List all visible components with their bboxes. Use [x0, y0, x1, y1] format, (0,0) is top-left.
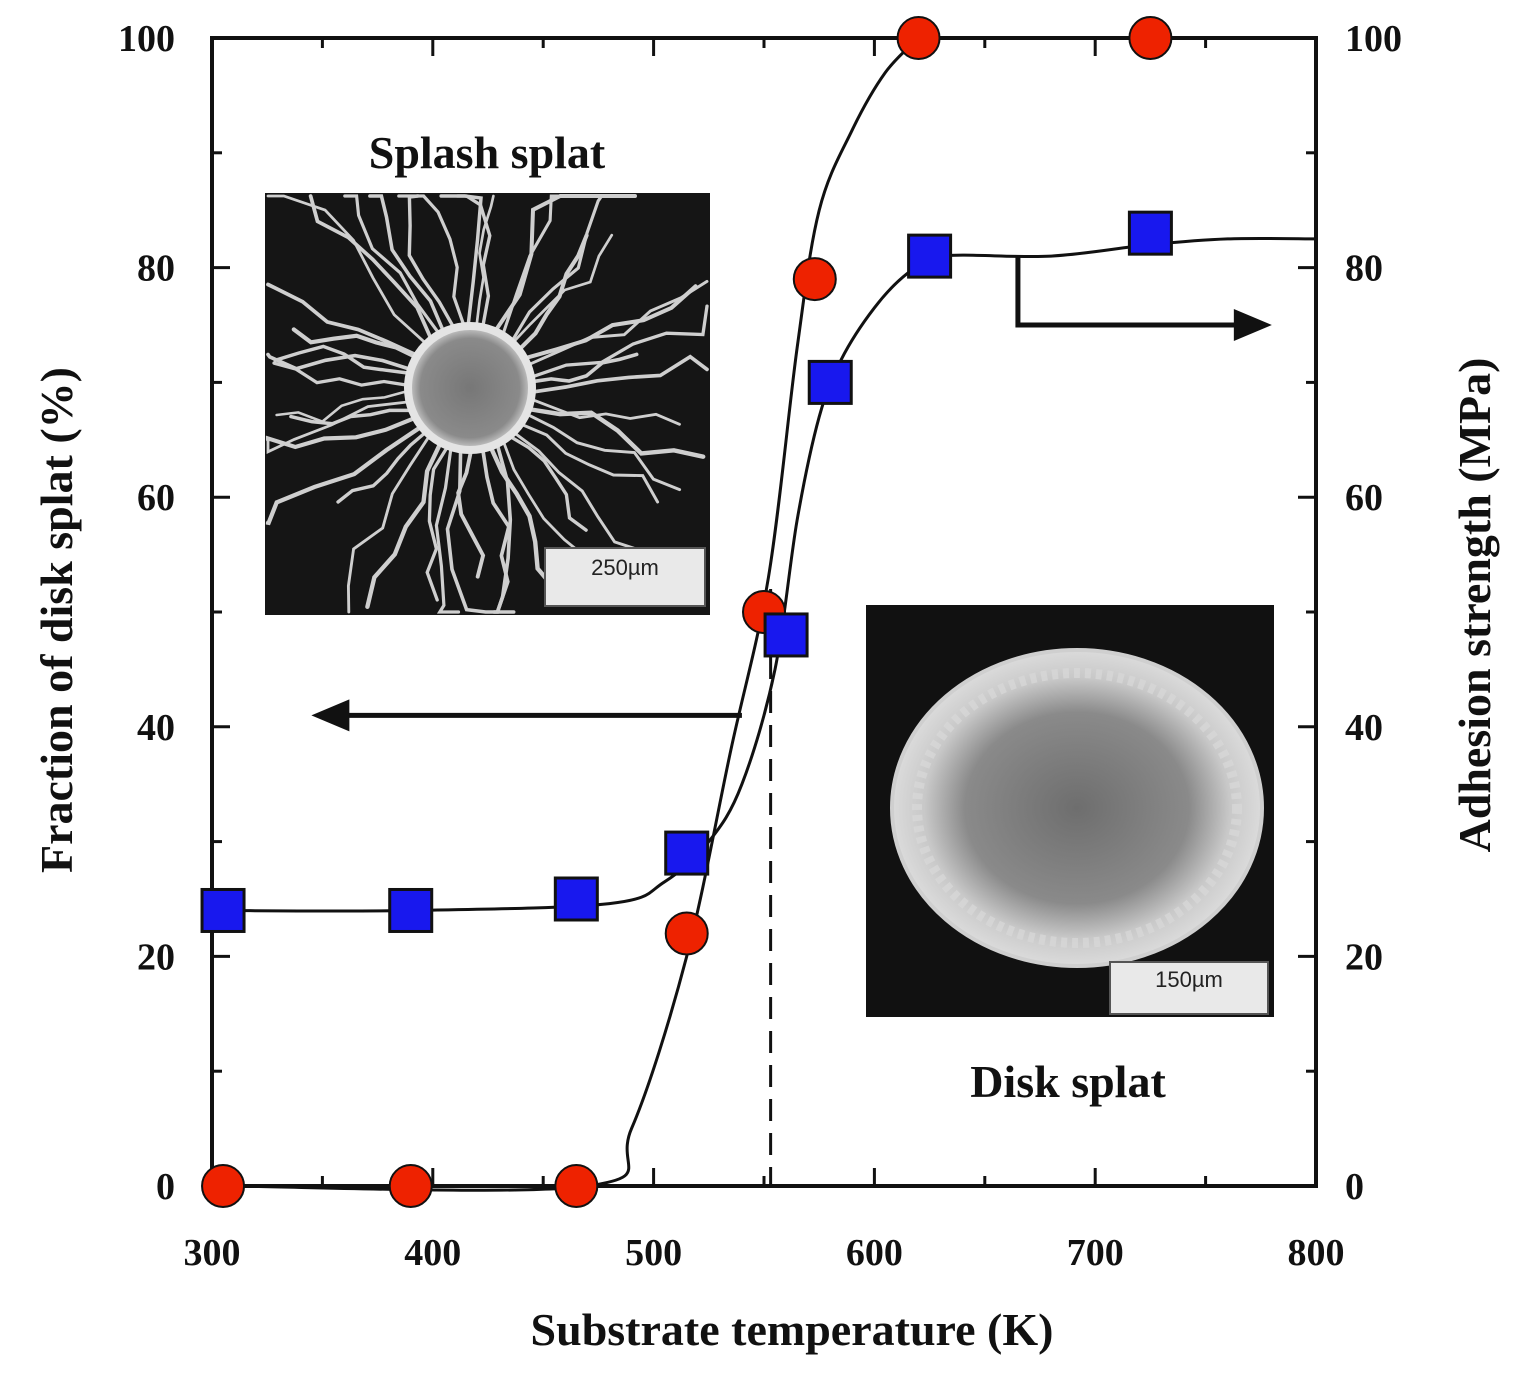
splash-ray [512, 233, 614, 343]
disk-scale-text: 150µm [1155, 967, 1223, 992]
adhesion-point [807, 359, 853, 405]
disk-scale-box [1109, 961, 1269, 1015]
splash-scale-box [544, 547, 706, 607]
x-tick-label: 300 [184, 1232, 241, 1274]
x-axis-ticks: 300 400 500 600 700 800 [184, 38, 1345, 1274]
splash-ray [445, 449, 516, 614]
splash-ray [346, 435, 431, 614]
splash-ray [265, 425, 422, 526]
splash-ray [509, 435, 588, 532]
splash-ray [501, 194, 583, 335]
splash-ray [397, 194, 466, 326]
splash-ray [368, 194, 445, 332]
splash-ray [531, 352, 639, 384]
right-tick-label: 20 [1345, 936, 1383, 978]
disk-splat-label: Disk splat [970, 1056, 1166, 1107]
splash-ray [425, 446, 449, 602]
splash-rays [265, 193, 709, 614]
x-tick-label: 500 [625, 1232, 682, 1274]
x-axis-title: Substrate temperature (K) [531, 1304, 1054, 1355]
left-axis-arrow [311, 699, 742, 732]
splash-ray [365, 442, 442, 609]
fraction-point [1128, 16, 1173, 60]
adhesion-point [1127, 210, 1173, 256]
splash-ray [518, 233, 589, 351]
splash-ray [475, 194, 495, 326]
splash-ray [526, 413, 682, 492]
splash-ray [513, 431, 648, 554]
splash-ray [531, 304, 709, 379]
splash-ray [524, 284, 698, 360]
right-tick-label: 0 [1345, 1166, 1364, 1208]
splash-ray [275, 390, 408, 424]
left-tick-label: 60 [137, 477, 175, 519]
splash-ray [527, 279, 709, 366]
x-tick-label: 700 [1067, 1232, 1124, 1274]
adhesion-point [553, 876, 599, 922]
splash-scale-text: 250µm [591, 555, 659, 580]
fraction-point [664, 911, 709, 956]
splash-ray [308, 194, 433, 340]
disk-splat-inset: 150µm Disk splat [866, 605, 1274, 1107]
disk-splat-ring [912, 668, 1242, 948]
left-tick-label: 0 [156, 1166, 175, 1208]
splash-ray [266, 352, 411, 371]
adhesion-markers [200, 210, 1173, 933]
splash-ray [511, 194, 604, 342]
right-axis-title: Adhesion strength (MPa) [1449, 358, 1500, 853]
fraction-point [201, 1164, 246, 1208]
right-axis-ticks: 0 20 40 60 80 100 [1298, 18, 1402, 1208]
adhesion-point [664, 830, 710, 876]
adhesion-curve [211, 236, 1317, 913]
splash-ray [265, 416, 416, 450]
fraction-point [554, 1164, 599, 1208]
right-tick-label: 40 [1345, 707, 1383, 749]
right-tick-label: 60 [1345, 477, 1383, 519]
left-axis-ticks: 0 20 40 60 80 100 [118, 18, 230, 1208]
adhesion-point [763, 612, 809, 658]
splash-ray [489, 446, 558, 592]
adhesion-point [200, 887, 246, 933]
splash-ray [455, 194, 492, 328]
left-tick-label: 100 [118, 18, 175, 60]
splash-ray [266, 400, 409, 455]
splash-ray [531, 398, 681, 426]
splash-ray [494, 193, 638, 332]
left-axis-title: Fraction of disk splat (%) [31, 367, 82, 873]
left-arrow-head [311, 699, 350, 732]
fraction-point [792, 257, 837, 302]
fraction-point [896, 16, 941, 60]
splash-splat-label: Splash splat [369, 127, 606, 178]
splash-ray [532, 354, 709, 394]
right-tick-label: 80 [1345, 248, 1383, 290]
splash-ray [520, 423, 660, 504]
fraction-markers [201, 16, 1173, 1208]
adhesion-point [907, 233, 953, 279]
right-axis-arrow [1015, 256, 1272, 341]
right-tick-label: 100 [1345, 18, 1402, 60]
splash-core [404, 322, 536, 454]
splash-ray [266, 282, 418, 357]
adhesion-point [388, 887, 434, 933]
right-arrow-shaft [1015, 256, 1242, 328]
fraction-curve [222, 36, 920, 1192]
splash-ray [273, 344, 410, 375]
splash-ray [343, 194, 440, 335]
splash-ray [481, 448, 511, 613]
right-arrow-head [1233, 309, 1272, 341]
splash-ray [528, 407, 706, 459]
splash-splat-inset: 250µm Splash splat [265, 127, 710, 615]
splash-ray [434, 447, 461, 614]
disk-splat-shape [890, 648, 1264, 968]
left-tick-label: 40 [137, 707, 175, 749]
x-tick-label: 600 [846, 1232, 903, 1274]
splash-ray [336, 431, 427, 504]
splash-ray [456, 450, 486, 579]
left-tick-label: 20 [137, 936, 175, 978]
x-tick-label: 400 [404, 1232, 461, 1274]
left-tick-label: 80 [137, 248, 175, 290]
x-tick-label: 800 [1288, 1232, 1345, 1274]
fraction-point [388, 1164, 433, 1208]
